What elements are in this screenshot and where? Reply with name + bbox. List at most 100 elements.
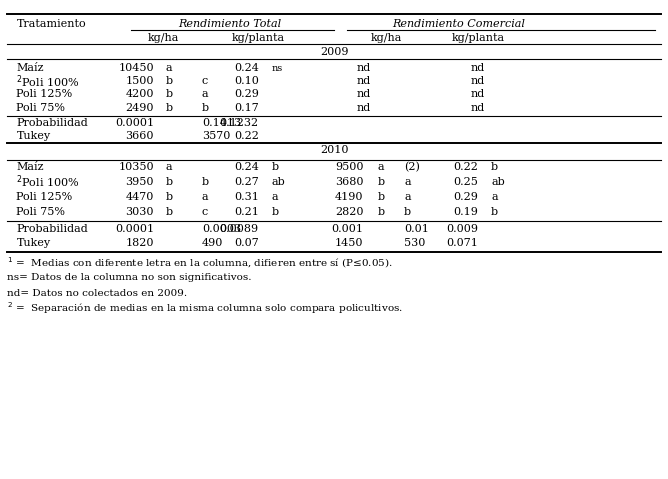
Text: a: a	[404, 177, 411, 187]
Text: $^{2}$Poli 100%: $^{2}$Poli 100%	[17, 73, 80, 90]
Text: c: c	[202, 207, 208, 217]
Text: 0.29: 0.29	[453, 192, 478, 202]
Text: nd: nd	[471, 90, 485, 100]
Text: 0.22: 0.22	[453, 162, 478, 172]
Text: nd: nd	[471, 76, 485, 86]
Text: 0.0003: 0.0003	[202, 224, 241, 234]
Text: 4200: 4200	[126, 90, 154, 100]
Text: nd: nd	[471, 103, 485, 113]
Text: Maíz: Maíz	[17, 63, 44, 73]
Text: 0.07: 0.07	[234, 238, 259, 248]
Text: nd: nd	[356, 76, 371, 86]
Text: Poli 75%: Poli 75%	[17, 207, 65, 217]
Text: 3660: 3660	[126, 131, 154, 141]
Text: 0.009: 0.009	[446, 224, 478, 234]
Text: 3570: 3570	[202, 131, 230, 141]
Text: 0.0089: 0.0089	[220, 224, 259, 234]
Text: b: b	[202, 103, 209, 113]
Text: 4470: 4470	[126, 192, 154, 202]
Text: 0.21: 0.21	[234, 207, 259, 217]
Text: a: a	[166, 162, 172, 172]
Text: a: a	[166, 63, 172, 73]
Text: b: b	[202, 177, 209, 187]
Text: a: a	[377, 162, 384, 172]
Text: 0.29: 0.29	[234, 90, 259, 100]
Text: 2820: 2820	[335, 207, 363, 217]
Text: 0.001: 0.001	[331, 224, 363, 234]
Text: 0.01: 0.01	[404, 224, 429, 234]
Text: 0.0001: 0.0001	[115, 224, 154, 234]
Text: 0.24: 0.24	[234, 162, 259, 172]
Text: kg/ha: kg/ha	[148, 33, 180, 43]
Text: Poli 125%: Poli 125%	[17, 90, 73, 100]
Text: b: b	[404, 207, 411, 217]
Text: b: b	[166, 76, 173, 86]
Text: Rendimiento Comercial: Rendimiento Comercial	[392, 19, 525, 29]
Text: Poli 125%: Poli 125%	[17, 192, 73, 202]
Text: 0.25: 0.25	[453, 177, 478, 187]
Text: 0.22: 0.22	[234, 131, 259, 141]
Text: 0.1413: 0.1413	[202, 118, 241, 128]
Text: b: b	[491, 207, 498, 217]
Text: 3950: 3950	[126, 177, 154, 187]
Text: nd= Datos no colectados en 2009.: nd= Datos no colectados en 2009.	[7, 288, 187, 297]
Text: 0.27: 0.27	[234, 177, 259, 187]
Text: 0.31: 0.31	[234, 192, 259, 202]
Text: nd: nd	[356, 63, 371, 73]
Text: ab: ab	[272, 177, 285, 187]
Text: b: b	[272, 207, 279, 217]
Text: b: b	[166, 207, 173, 217]
Text: Rendimiento Total: Rendimiento Total	[178, 19, 281, 29]
Text: nd: nd	[356, 103, 371, 113]
Text: ns= Datos de la columna no son significativos.: ns= Datos de la columna no son significa…	[7, 274, 251, 283]
Text: 1820: 1820	[126, 238, 154, 248]
Text: a: a	[202, 90, 208, 100]
Text: 0.19: 0.19	[453, 207, 478, 217]
Text: Probabilidad: Probabilidad	[17, 118, 88, 128]
Text: Tratamiento: Tratamiento	[17, 19, 86, 29]
Text: 0.24: 0.24	[234, 63, 259, 73]
Text: Tukey: Tukey	[17, 238, 51, 248]
Text: 2009: 2009	[320, 47, 348, 57]
Text: nd: nd	[356, 90, 371, 100]
Text: 3680: 3680	[335, 177, 363, 187]
Text: 0.071: 0.071	[446, 238, 478, 248]
Text: 1450: 1450	[335, 238, 363, 248]
Text: c: c	[202, 76, 208, 86]
Text: $^{2}$ =  Separación de medias en la misma columna solo compara policultivos.: $^{2}$ = Separación de medias en la mism…	[7, 300, 403, 316]
Text: $^{1}$ =  Medias con diferente letra en la columna, difieren entre sí (P≤0.05).: $^{1}$ = Medias con diferente letra en l…	[7, 256, 392, 270]
Text: 0.1232: 0.1232	[220, 118, 259, 128]
Text: a: a	[202, 192, 208, 202]
Text: $^{2}$Poli 100%: $^{2}$Poli 100%	[17, 173, 80, 190]
Text: Maíz: Maíz	[17, 162, 44, 172]
Text: 0.0001: 0.0001	[115, 118, 154, 128]
Text: b: b	[377, 177, 384, 187]
Text: 490: 490	[202, 238, 223, 248]
Text: 530: 530	[404, 238, 426, 248]
Text: b: b	[166, 192, 173, 202]
Text: ns: ns	[272, 64, 283, 73]
Text: b: b	[377, 192, 384, 202]
Text: b: b	[377, 207, 384, 217]
Text: 9500: 9500	[335, 162, 363, 172]
Text: kg/ha: kg/ha	[371, 33, 402, 43]
Text: Probabilidad: Probabilidad	[17, 224, 88, 234]
Text: b: b	[491, 162, 498, 172]
Text: 2010: 2010	[320, 145, 348, 155]
Text: b: b	[166, 103, 173, 113]
Text: 0.10: 0.10	[234, 76, 259, 86]
Text: a: a	[272, 192, 279, 202]
Text: ab: ab	[491, 177, 505, 187]
Text: 2490: 2490	[126, 103, 154, 113]
Text: a: a	[404, 192, 411, 202]
Text: Tukey: Tukey	[17, 131, 51, 141]
Text: kg/planta: kg/planta	[452, 33, 504, 43]
Text: nd: nd	[471, 63, 485, 73]
Text: b: b	[272, 162, 279, 172]
Text: kg/planta: kg/planta	[232, 33, 285, 43]
Text: 4190: 4190	[335, 192, 363, 202]
Text: 10450: 10450	[118, 63, 154, 73]
Text: 0.17: 0.17	[234, 103, 259, 113]
Text: b: b	[166, 177, 173, 187]
Text: 1500: 1500	[126, 76, 154, 86]
